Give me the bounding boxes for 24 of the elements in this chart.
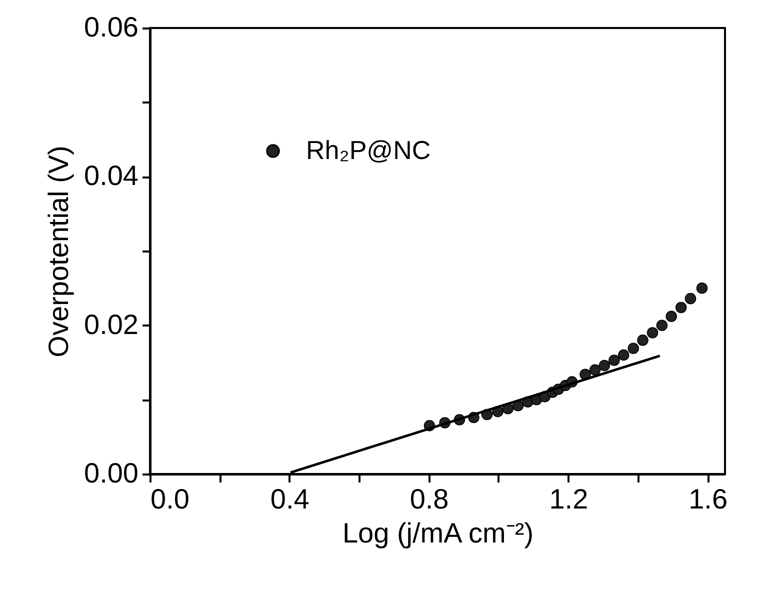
y-tick-label: 0.02	[84, 308, 138, 340]
x-axis-title: Log (j/mA cm⁻²)	[342, 518, 534, 548]
point	[618, 349, 630, 361]
x-tick-label: 1.6	[688, 484, 728, 514]
x-tick-label: 1.2	[549, 484, 588, 514]
x-tick-label: 0.4	[270, 484, 310, 514]
point	[637, 334, 648, 346]
point	[646, 327, 658, 338]
point	[675, 302, 687, 314]
point	[684, 292, 696, 304]
y-tick-label: 0.06	[84, 12, 138, 42]
point	[696, 282, 708, 294]
y-axis-title: Overpotential (V)	[43, 146, 74, 358]
point	[666, 310, 677, 322]
point	[628, 342, 639, 354]
y-tick-label: 0.04	[84, 160, 138, 192]
y-tick-label: 0.00	[84, 458, 138, 488]
x-tick-label: 0.8	[410, 484, 449, 514]
point	[608, 354, 620, 366]
legend-label: Rh₂P@NC	[306, 135, 431, 165]
point	[598, 360, 610, 372]
point	[656, 320, 668, 331]
x-tick-label: 0.0	[150, 484, 190, 514]
point	[589, 364, 601, 376]
